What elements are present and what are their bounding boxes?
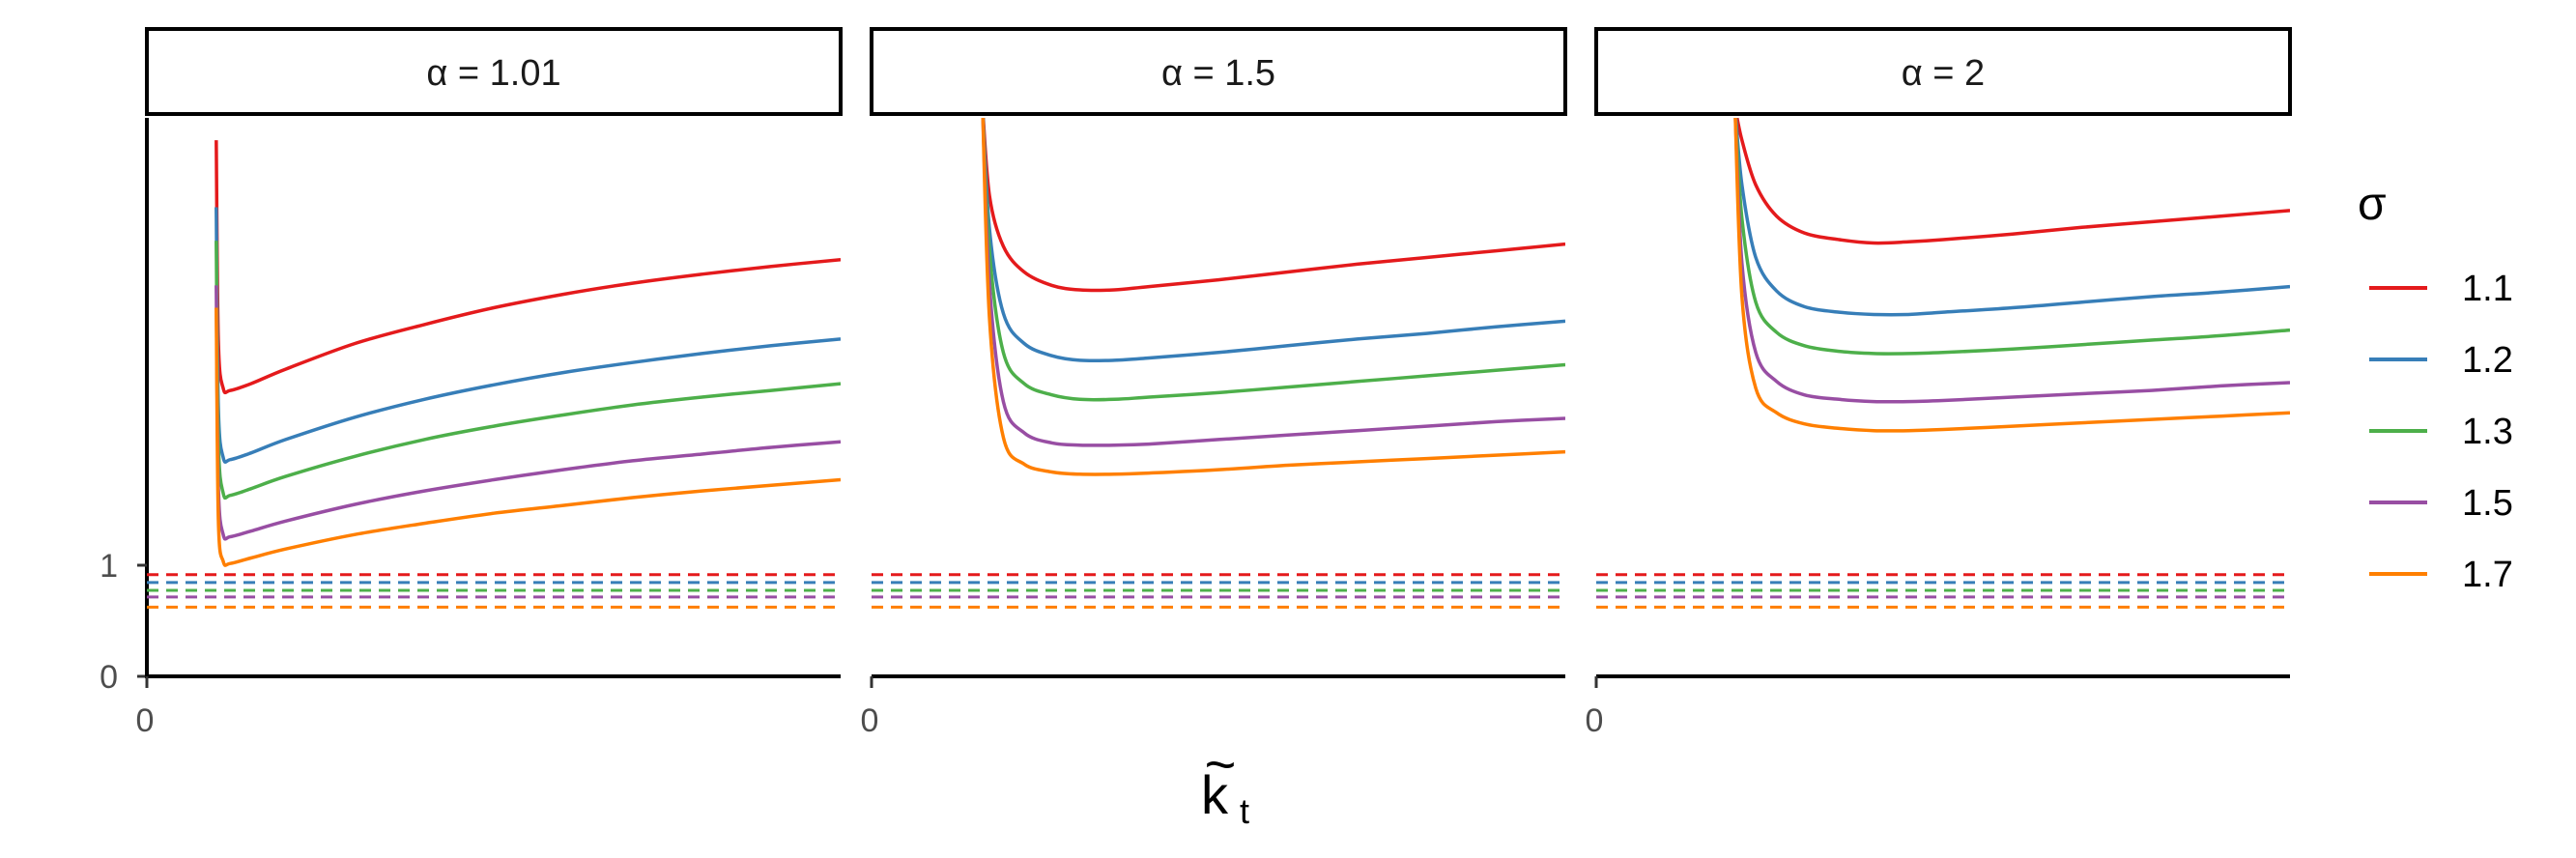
curve-panel2-sigma-1.2 [981, 118, 1565, 363]
curve-panel1-sigma-1.7 [215, 307, 841, 567]
curve-panel2-sigma-1.3 [981, 118, 1565, 402]
curve-panel3-sigma-1.3 [1733, 118, 2290, 356]
facet-label-3: α = 2 [1902, 53, 1985, 94]
y-tick-label-0: 0 [100, 659, 118, 696]
legend-title: σ [2358, 179, 2387, 230]
facet-strips: α = 1.01 α = 1.5 α = 2 [145, 27, 2292, 116]
curve-panel2-sigma-1.1 [981, 118, 1565, 293]
legend-label-1.7: 1.7 [2462, 555, 2513, 595]
curve-panel3-sigma-1.2 [1733, 118, 2290, 317]
x-tick-label-1: 0 [136, 702, 155, 739]
curve-panel1-sigma-1.1 [215, 140, 841, 395]
legend: σ 1.1 1.2 1.3 1.5 1.7 [2358, 179, 2513, 595]
curve-panel3-sigma-1.1 [1734, 118, 2290, 245]
curve-panel3-sigma-1.5 [1733, 118, 2290, 404]
facet-label-1: α = 1.01 [426, 53, 560, 94]
curve-panel3-sigma-1.7 [1733, 118, 2290, 433]
facet-strip-3 [1594, 27, 2292, 116]
legend-label-1.3: 1.3 [2462, 412, 2513, 452]
legend-label-1.5: 1.5 [2462, 483, 2513, 524]
x-tick-label-2: 0 [861, 702, 879, 739]
y-tick-label-1: 1 [100, 548, 118, 585]
curve-panel1-sigma-1.3 [215, 241, 841, 500]
legend-label-1.1: 1.1 [2462, 269, 2513, 309]
facet-strip-2 [870, 27, 1567, 116]
x-axis-title-main: k [1201, 764, 1229, 825]
y-axis-ticks: 1 0 [100, 548, 147, 696]
asymptote-lines [147, 573, 2290, 609]
x-tick-label-3: 0 [1586, 702, 1604, 739]
series-curves [215, 118, 2290, 567]
legend-label-1.2: 1.2 [2462, 340, 2513, 381]
curve-panel2-sigma-1.5 [981, 118, 1565, 447]
curve-panel1-sigma-1.5 [215, 285, 841, 541]
facet-strip-1 [145, 27, 843, 116]
x-axis-title-accent: ~ [1205, 733, 1237, 794]
curve-panel2-sigma-1.7 [981, 118, 1565, 476]
facet-label-2: α = 1.5 [1161, 53, 1275, 94]
curve-panel1-sigma-1.2 [215, 207, 841, 464]
x-axis-title-subscript: t [1240, 791, 1249, 831]
x-axis-title: ~ k t [1201, 733, 1249, 831]
x-axes: 0 0 0 [136, 674, 2290, 739]
